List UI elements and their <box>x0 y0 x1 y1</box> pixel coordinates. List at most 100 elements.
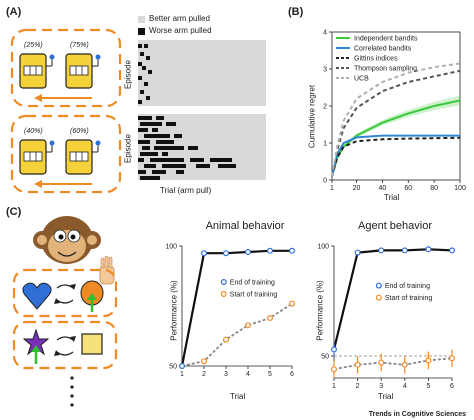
animal-behavior-title: Animal behavior <box>205 220 285 232</box>
slot-machine-icon <box>19 53 55 89</box>
y-tick-label: 3 <box>323 67 327 74</box>
y-tick-label: 100 <box>165 244 177 251</box>
performance-ylabel: Performance (%) <box>169 280 179 341</box>
data-point <box>449 355 456 362</box>
x-tick-label: 2 <box>356 383 360 390</box>
regret-ylabel: Cumulative regret <box>307 84 317 149</box>
data-point <box>223 250 230 257</box>
x-tick-label: 3 <box>379 383 383 390</box>
agent-behavior-chart: 1 2 3 4 5 6 50 100 End of training Start of train… <box>317 244 456 390</box>
data-point <box>331 366 338 373</box>
square-stimulus-icon <box>81 333 103 355</box>
data-point <box>223 336 230 343</box>
bandit-pair-top <box>10 28 122 108</box>
x-tick-label: 3 <box>224 371 228 378</box>
legend-label: Correlated bandits <box>354 46 412 53</box>
data-point <box>179 363 186 370</box>
data-point <box>378 247 385 254</box>
x-tick-label: 4 <box>403 383 407 390</box>
y-tick-label: 1 <box>323 141 327 148</box>
panel-c-label: (C) <box>6 206 22 218</box>
x-tick-label: 2 <box>202 371 206 378</box>
agent-behavior-title: Agent behavior <box>358 220 432 232</box>
data-point <box>331 346 338 353</box>
x-tick-label: 40 <box>379 185 387 192</box>
trial-xlabel: Trial <box>378 392 394 401</box>
data-point <box>449 247 456 254</box>
ellipsis-dots <box>70 376 74 407</box>
x-tick-label: 6 <box>450 383 454 390</box>
legend-label: Start of training <box>385 295 433 302</box>
prob-label: (75%) <box>70 42 89 49</box>
slot-machine-icon <box>19 139 55 175</box>
series-line <box>180 249 292 367</box>
slot-machine-icon <box>65 139 101 175</box>
x-tick-label: 1 <box>330 185 334 192</box>
slot-machine-icon <box>65 53 101 89</box>
legend-worse-label: Worse arm pulled <box>149 26 212 35</box>
x-tick-label: 60 <box>404 185 412 192</box>
data-point <box>267 315 274 322</box>
x-tick-label: 1 <box>180 371 184 378</box>
y-tick-label: 4 <box>323 30 327 37</box>
data-point <box>401 247 408 254</box>
legend-marker <box>220 291 227 298</box>
legend-label: Independent bandits <box>354 36 418 43</box>
x-tick-label: 20 <box>353 185 361 192</box>
data-point <box>245 249 252 256</box>
y-tick-label: 50 <box>321 354 329 361</box>
legend-marker <box>220 279 227 286</box>
data-point <box>354 361 361 368</box>
data-point <box>289 300 296 307</box>
data-point <box>401 361 408 368</box>
episode-axis-label: Episode <box>123 134 133 163</box>
prob-label: (60%) <box>70 128 89 135</box>
regret-xlabel: Trial <box>384 193 400 202</box>
legend-swatch-better <box>138 16 145 23</box>
series-line <box>331 136 461 177</box>
data-point <box>289 247 296 254</box>
y-tick-label: 2 <box>323 104 327 111</box>
series-line <box>331 69 461 177</box>
hand-icon <box>99 255 115 285</box>
legend-marker <box>375 294 382 301</box>
green-arrow-up-icon <box>87 293 97 312</box>
stimulus-pair-2 <box>12 320 118 370</box>
animal-behavior-chart: 1 2 3 4 5 6 50 100 End of training Start of train… <box>165 244 296 378</box>
swap-arrows-icon <box>54 284 76 304</box>
series-line <box>181 302 293 367</box>
x-tick-label: 4 <box>246 371 250 378</box>
series-line <box>331 62 461 177</box>
legend-label: End of training <box>385 283 430 290</box>
data-point <box>245 322 252 329</box>
data-point <box>354 249 361 256</box>
legend-label: End of training <box>230 280 275 287</box>
panel-a-label: (A) <box>6 6 22 18</box>
x-tick-label: 6 <box>290 371 294 378</box>
trial-xlabel: Trial <box>230 392 246 401</box>
episode-grid-top <box>138 40 266 106</box>
trial-axis-label: Trial (arm pull) <box>160 186 212 195</box>
y-tick-label: 50 <box>169 364 177 371</box>
data-point <box>201 250 208 257</box>
data-point <box>378 359 385 366</box>
series-line <box>333 357 453 371</box>
prob-label: (40%) <box>24 128 43 135</box>
episode-grid-bottom <box>138 114 266 180</box>
data-point <box>267 247 274 254</box>
arrow-left-icon <box>34 94 92 102</box>
heart-icon <box>22 282 52 310</box>
stimulus-pair-1 <box>12 268 118 318</box>
series-line <box>331 134 460 177</box>
legend-swatch-worse <box>138 28 145 35</box>
bandit-pair-bottom <box>10 114 122 194</box>
legend-label: Start of training <box>230 292 278 299</box>
legend-better-label: Better arm pulled <box>149 14 210 23</box>
x-tick-label: 100 <box>454 185 466 192</box>
series-line <box>332 248 453 350</box>
panel-b-label: (B) <box>288 6 304 18</box>
x-tick-label: 80 <box>430 185 438 192</box>
swap-arrows-icon <box>54 336 76 356</box>
green-arrow-up-icon <box>31 345 41 364</box>
